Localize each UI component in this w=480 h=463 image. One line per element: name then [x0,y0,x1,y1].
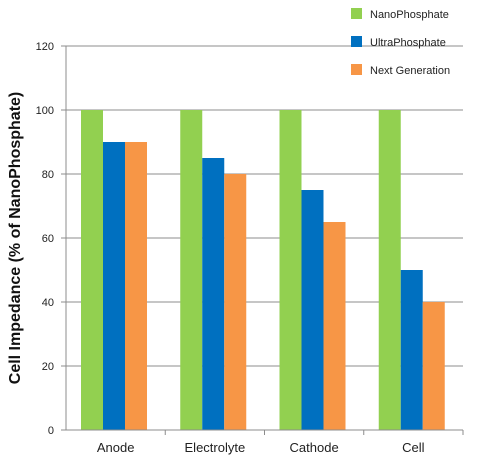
bar-next-generation-cell [422,302,445,430]
legend-label: NanoPhosphate [370,9,449,21]
bar-ultraphosphate-cathode [301,190,324,430]
legend-label: UltraPhosphate [370,37,446,49]
legend-swatch [351,64,362,75]
bars [81,110,445,430]
bar-ultraphosphate-electrolyte [202,158,225,430]
legend-swatch [351,36,362,47]
bar-nanophosphate-anode [81,110,103,430]
bar-ultraphosphate-cell [400,270,423,430]
bar-nanophosphate-cell [378,110,401,430]
x-category-label: Anode [97,440,135,455]
bar-next-generation-electrolyte [224,174,247,430]
x-category-labels: Anode Electrolyte Cathode Cell [97,440,425,455]
axes [65,46,463,431]
x-category-label: Electrolyte [185,440,246,455]
y-tick-label: 120 [36,41,54,53]
y-tick-label: 80 [42,169,54,181]
y-axis-title: Cell Impedance (% of NanoPhosphate) [7,92,24,384]
y-tick-labels: 0 20 40 60 80 100 120 [36,41,54,437]
bar-ultraphosphate-anode [103,142,125,430]
x-category-label: Cathode [290,440,339,455]
bar-next-generation-cathode [323,222,346,430]
bar-nanophosphate-cathode [279,110,302,430]
legend-label: Next Generation [370,65,450,77]
y-tick-label: 20 [42,361,54,373]
bar-nanophosphate-electrolyte [180,110,203,430]
legend-swatch [351,8,362,19]
y-tick-label: 60 [42,233,54,245]
bar-next-generation-anode [125,142,147,430]
y-tick-label: 40 [42,297,54,309]
legend: NanoPhosphate UltraPhosphate Next Generati… [351,8,450,77]
y-tick-label: 0 [48,425,54,437]
x-category-label: Cell [402,440,425,455]
y-tick-label: 100 [36,105,54,117]
